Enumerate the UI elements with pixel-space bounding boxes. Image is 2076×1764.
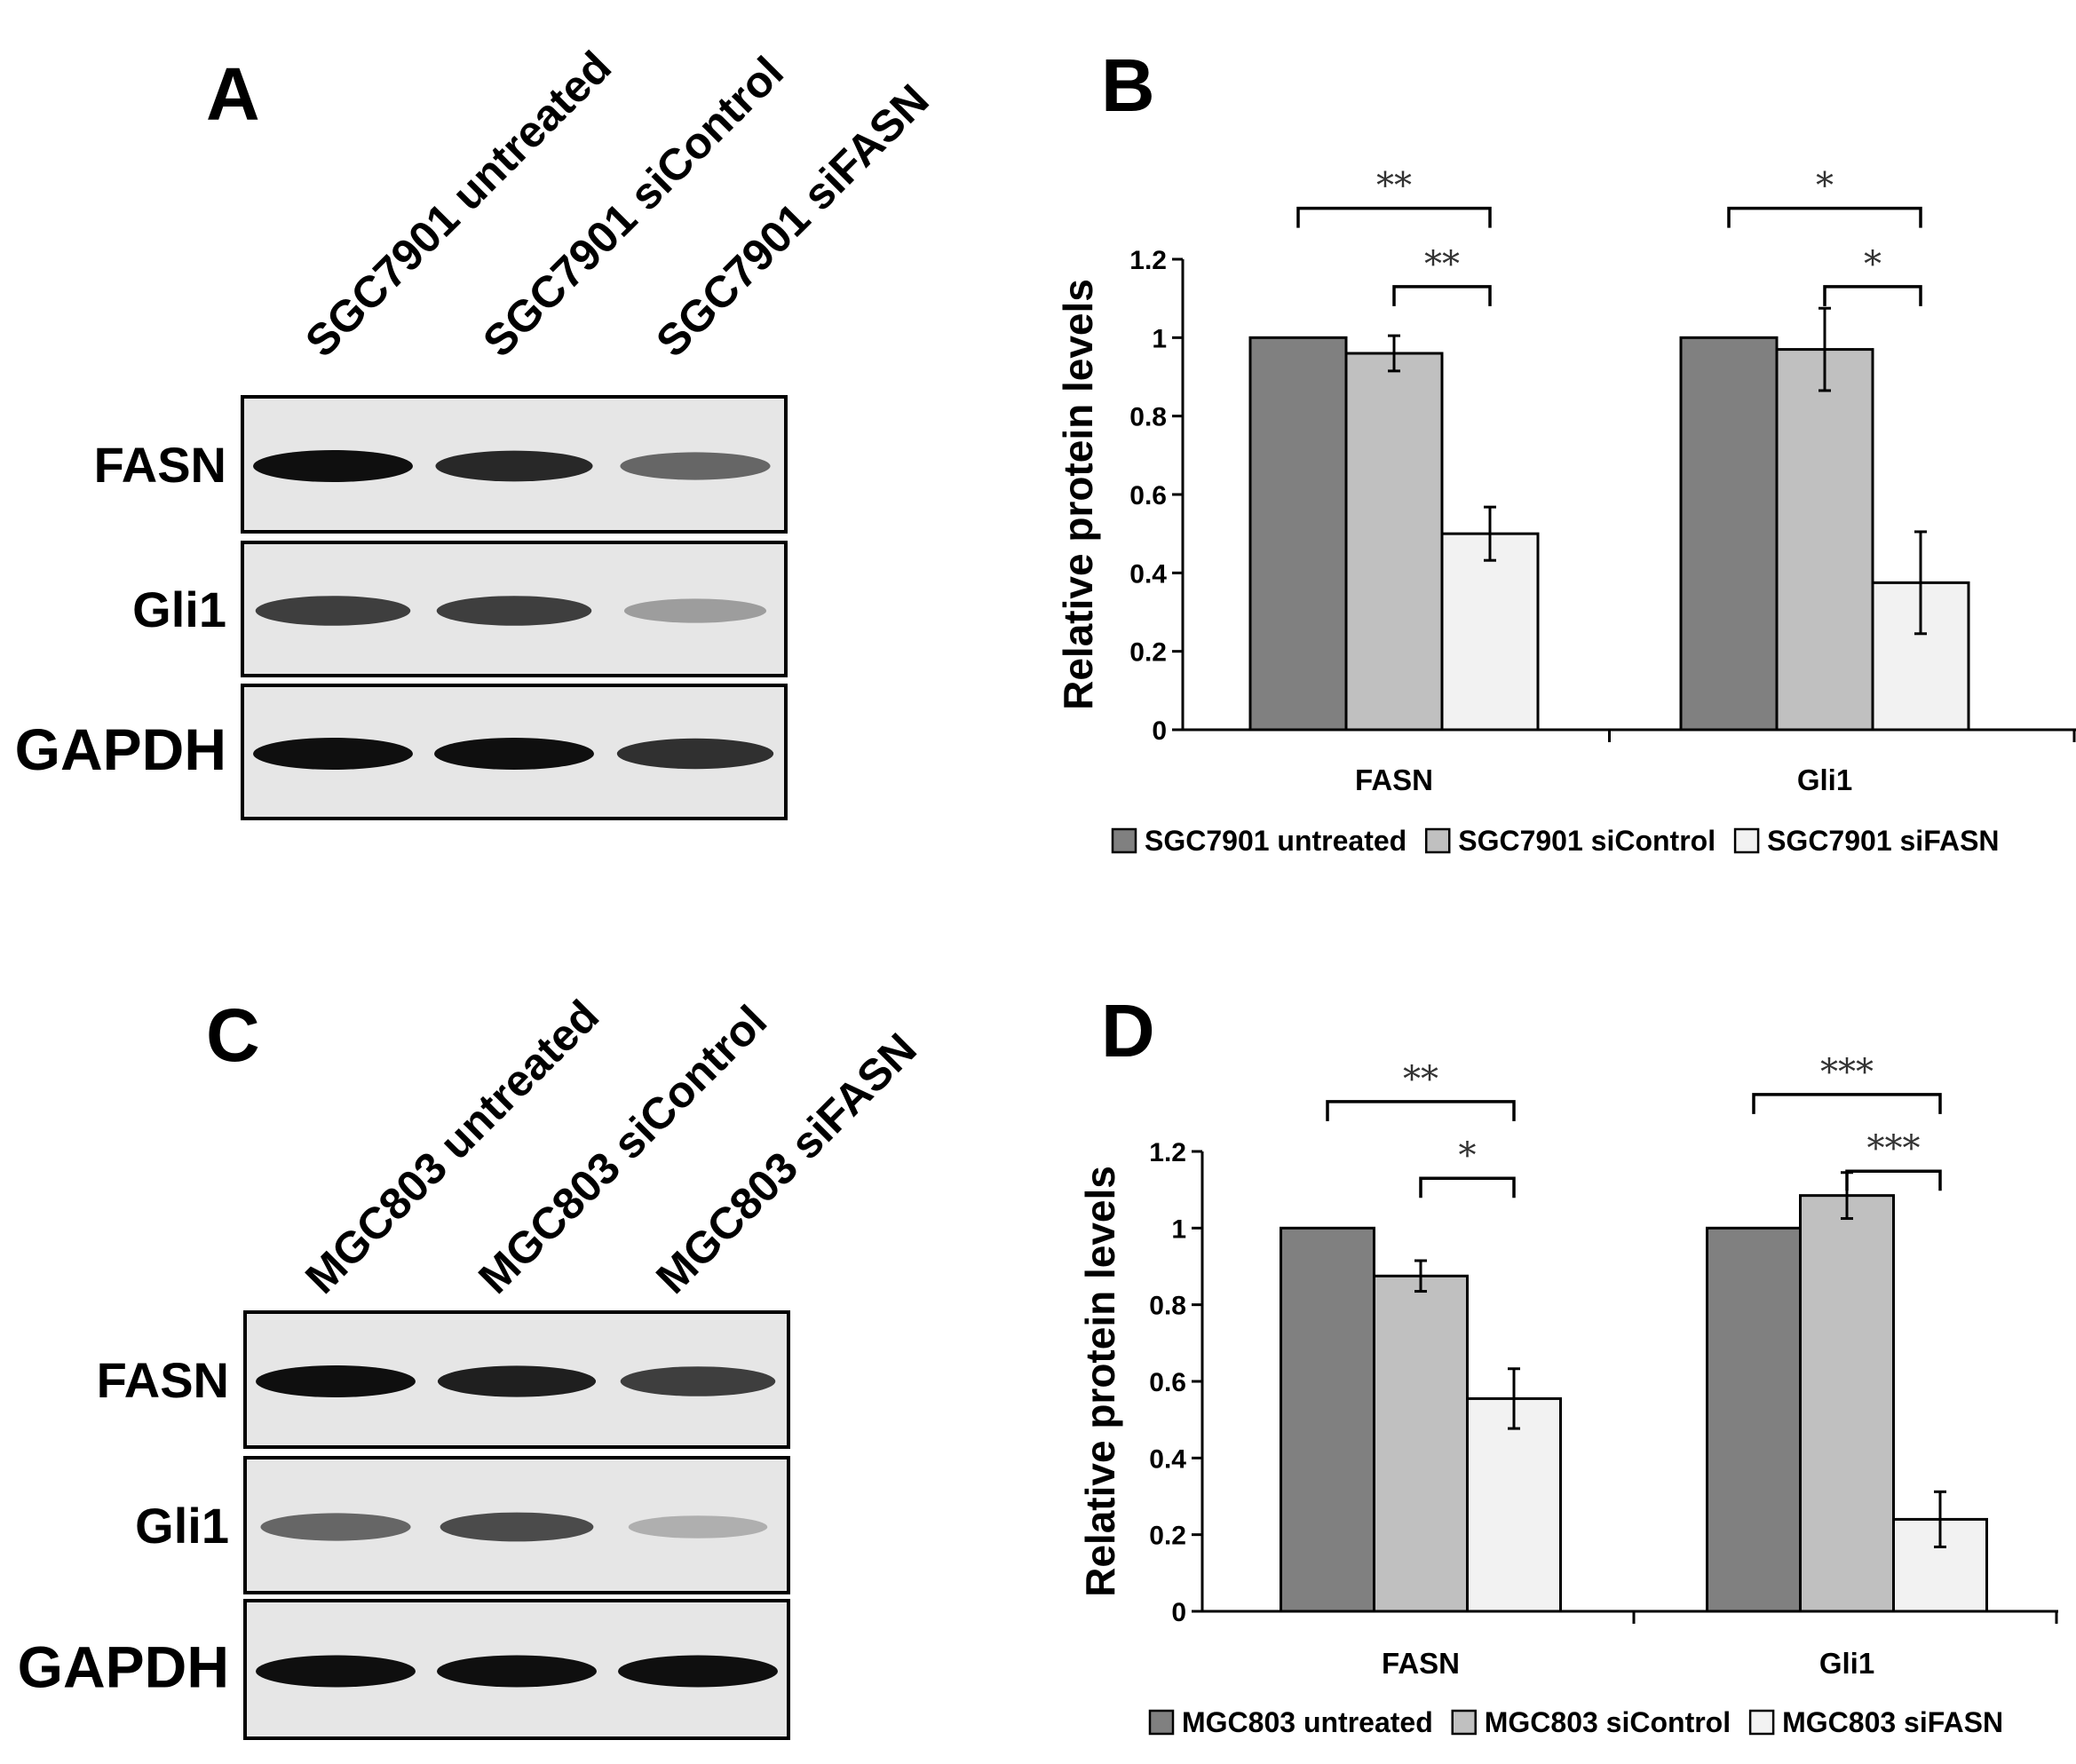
significance-bracket bbox=[1419, 1176, 1516, 1198]
category-label: FASN bbox=[1355, 763, 1433, 796]
bar bbox=[1248, 336, 1348, 732]
blot-band bbox=[434, 738, 594, 770]
panel-letter-d: D bbox=[1101, 989, 1155, 1072]
bar-chart-mgc803: 0 0.2 0.4 0.6 0.8 1 1.2 Relative protein levels… bbox=[1077, 1052, 2058, 1738]
blot-band bbox=[620, 452, 771, 480]
blot-row-label: FASN bbox=[97, 1352, 229, 1408]
panel-letter-b: B bbox=[1101, 44, 1155, 127]
blot-row-label: Gli1 bbox=[135, 1498, 229, 1554]
significance-label: ** bbox=[1403, 1059, 1438, 1100]
y-tick-label: 1 bbox=[1171, 1214, 1186, 1244]
y-tick-label: 0.8 bbox=[1129, 403, 1167, 432]
lane-label: MGC803 siControl bbox=[469, 996, 776, 1303]
y-axis-label: Relative protein levels bbox=[1055, 279, 1101, 710]
significance-bracket bbox=[1392, 285, 1492, 306]
y-tick-label: 0.4 bbox=[1149, 1444, 1186, 1474]
significance-label: * bbox=[1459, 1135, 1477, 1176]
bar bbox=[1706, 1226, 1802, 1613]
bar bbox=[1871, 581, 1970, 732]
blot-band bbox=[255, 596, 411, 626]
legend-label: MGC803 untreated bbox=[1182, 1706, 1433, 1738]
bar bbox=[1373, 1274, 1469, 1613]
significance-bracket bbox=[1823, 285, 1922, 306]
bar bbox=[1440, 532, 1540, 732]
y-tick-label: 0.2 bbox=[1149, 1522, 1186, 1551]
significance-bracket bbox=[1845, 1169, 1942, 1191]
blot-band bbox=[437, 1655, 597, 1688]
y-tick-label: 0.6 bbox=[1149, 1368, 1186, 1397]
blot-band bbox=[260, 1513, 411, 1541]
blot-band bbox=[437, 1365, 597, 1397]
category-label: Gli1 bbox=[1819, 1647, 1874, 1680]
blot-band bbox=[253, 450, 413, 482]
bar-chart-sgc7901: 0 0.2 0.4 0.6 0.8 1 1.2 Relative protein levels… bbox=[1055, 166, 2076, 857]
blot-band bbox=[253, 738, 413, 770]
legend-label: MGC803 siControl bbox=[1485, 1706, 1731, 1738]
legend-swatch bbox=[1451, 1709, 1477, 1736]
lane-label: SGC7901 untreated bbox=[296, 42, 621, 367]
blot-band bbox=[628, 1515, 768, 1539]
significance-label: * bbox=[1816, 166, 1834, 207]
legend-label: SGC7901 siControl bbox=[1458, 825, 1715, 857]
legend-label: MGC803 siFASN bbox=[1782, 1706, 2003, 1738]
significance-label: ** bbox=[1376, 166, 1412, 207]
blot-row-label: FASN bbox=[94, 437, 226, 493]
significance-label: *** bbox=[1820, 1052, 1874, 1093]
panel-letter-c: C bbox=[206, 993, 260, 1077]
significance-label: ** bbox=[1424, 244, 1460, 285]
panel-letter-a: A bbox=[206, 52, 260, 136]
category-label: Gli1 bbox=[1797, 763, 1852, 796]
blot-row-label: Gli1 bbox=[132, 581, 226, 637]
blot-band bbox=[256, 1365, 416, 1397]
blot-band bbox=[623, 598, 767, 623]
bar bbox=[1280, 1226, 1375, 1613]
blot-band bbox=[435, 450, 593, 482]
blot-band bbox=[436, 596, 592, 626]
y-tick-label: 1.2 bbox=[1149, 1138, 1186, 1167]
significance-bracket bbox=[1752, 1093, 1942, 1114]
significance-bracket bbox=[1326, 1100, 1516, 1121]
y-axis-label: Relative protein levels bbox=[1077, 1166, 1123, 1597]
y-tick-label: 0 bbox=[1171, 1598, 1186, 1627]
bar bbox=[1679, 336, 1779, 732]
bar bbox=[1775, 348, 1874, 732]
bar bbox=[1344, 352, 1444, 732]
bar bbox=[1466, 1396, 1562, 1613]
y-tick-label: 0.8 bbox=[1149, 1292, 1186, 1321]
significance-label: *** bbox=[1867, 1128, 1921, 1169]
y-tick-label: 1.2 bbox=[1129, 246, 1167, 275]
y-tick-label: 0 bbox=[1152, 716, 1167, 746]
blot-row-label: GAPDH bbox=[15, 716, 226, 782]
blot-row-label: GAPDH bbox=[18, 1634, 229, 1700]
blot-band bbox=[618, 1655, 778, 1688]
legend-swatch bbox=[1148, 1709, 1175, 1736]
significance-bracket bbox=[1727, 206, 1922, 228]
lane-label: MGC803 untreated bbox=[296, 991, 608, 1303]
y-tick-label: 0.4 bbox=[1129, 559, 1167, 589]
legend-swatch bbox=[1733, 827, 1760, 854]
blot-band bbox=[256, 1655, 416, 1688]
legend-label: SGC7901 untreated bbox=[1145, 825, 1406, 857]
y-tick-label: 0.6 bbox=[1129, 481, 1167, 510]
legend-swatch bbox=[1424, 827, 1451, 854]
legend-label: SGC7901 siFASN bbox=[1767, 825, 1999, 857]
bar bbox=[1799, 1194, 1895, 1613]
blot-band bbox=[616, 738, 774, 770]
blot-band bbox=[620, 1366, 776, 1396]
lane-label: SGC7901 siControl bbox=[473, 47, 793, 367]
legend-swatch bbox=[1111, 827, 1137, 854]
category-label: FASN bbox=[1382, 1647, 1460, 1680]
y-tick-label: 0.2 bbox=[1129, 638, 1167, 668]
significance-bracket bbox=[1296, 206, 1492, 228]
significance-label: * bbox=[1864, 244, 1882, 285]
blot-band bbox=[440, 1512, 594, 1542]
legend-swatch bbox=[1748, 1709, 1775, 1736]
y-tick-label: 1 bbox=[1152, 324, 1167, 353]
